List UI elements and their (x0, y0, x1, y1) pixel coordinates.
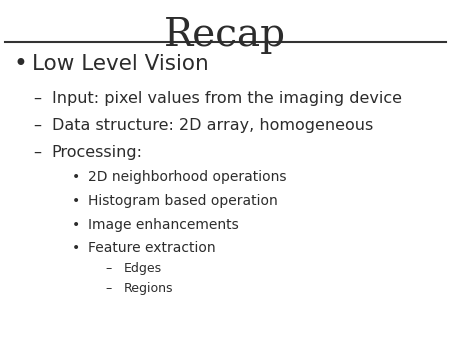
Text: Processing:: Processing: (52, 145, 143, 160)
Text: •: • (72, 170, 80, 185)
Text: –: – (34, 145, 42, 160)
Text: •: • (72, 194, 80, 208)
Text: –: – (34, 118, 42, 132)
Text: Image enhancements: Image enhancements (88, 218, 238, 232)
Text: Input: pixel values from the imaging device: Input: pixel values from the imaging dev… (52, 91, 402, 105)
Text: –: – (106, 262, 112, 275)
Text: •: • (72, 218, 80, 232)
Text: •: • (72, 241, 80, 256)
Text: –: – (106, 283, 112, 295)
Text: Low Level Vision: Low Level Vision (32, 54, 208, 74)
Text: Data structure: 2D array, homogeneous: Data structure: 2D array, homogeneous (52, 118, 373, 132)
Text: –: – (34, 91, 42, 105)
Text: Edges: Edges (124, 262, 162, 275)
Text: 2D neighborhood operations: 2D neighborhood operations (88, 170, 286, 185)
Text: •: • (14, 52, 27, 76)
Text: Histogram based operation: Histogram based operation (88, 194, 278, 208)
Text: Recap: Recap (164, 17, 286, 54)
Text: Regions: Regions (124, 283, 173, 295)
Text: Feature extraction: Feature extraction (88, 241, 216, 256)
